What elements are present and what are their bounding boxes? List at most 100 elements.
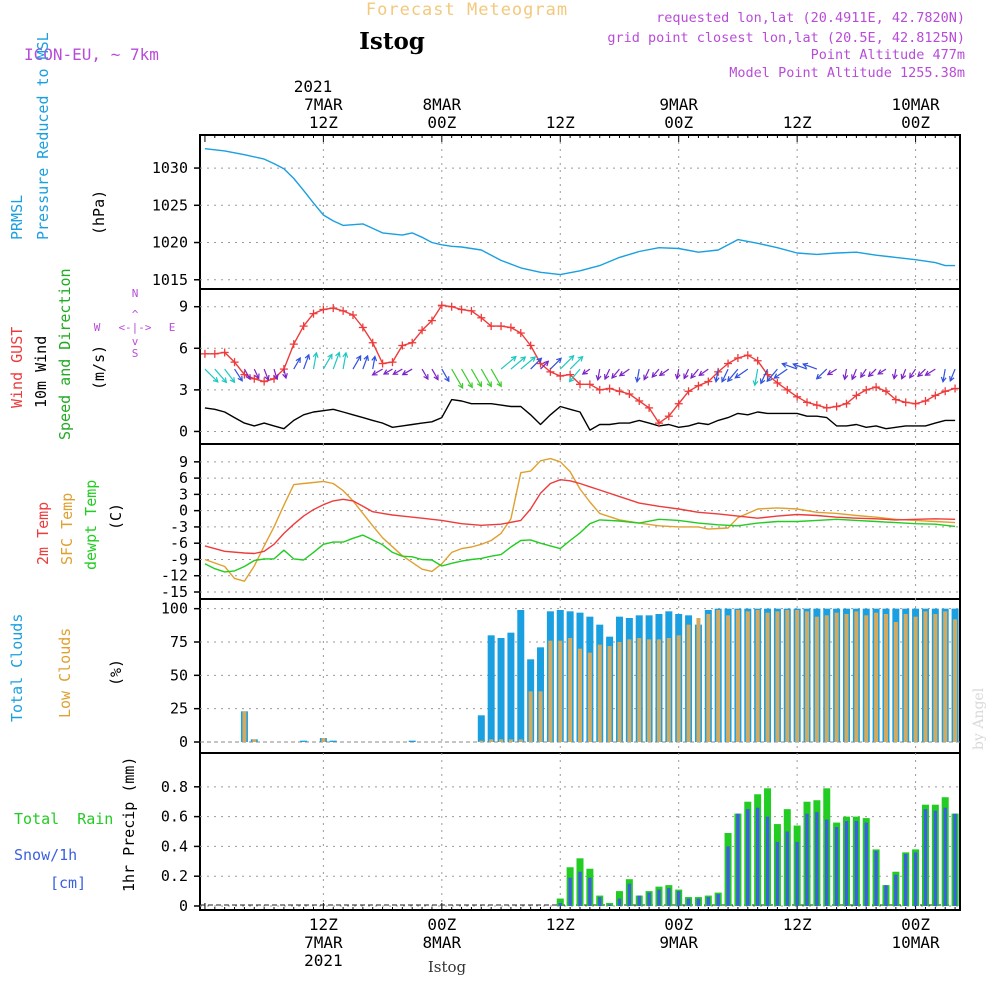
top-axis-year: 2021	[294, 77, 333, 96]
y-tick-label: 6	[179, 339, 188, 357]
low-clouds-bar	[637, 638, 642, 742]
wind-direction-arrow-head	[815, 373, 822, 380]
station-name: Istog	[359, 28, 425, 55]
wind-direction-arrow	[727, 368, 739, 382]
wind-direction-arrow	[461, 368, 473, 388]
wind-direction-arrow-head	[444, 376, 450, 383]
wind-direction-arrow-head	[335, 351, 341, 358]
wind-direction-arrow-head	[496, 381, 502, 388]
wind-direction-arrow-head	[363, 354, 369, 361]
wind-direction-arrow	[312, 352, 317, 370]
low-clouds-bar	[824, 615, 829, 742]
model-name: ICON-EU, ~ 7km	[24, 45, 159, 64]
bottom-date-label: 9MAR	[659, 933, 698, 952]
wind-direction-arrow-head	[867, 371, 874, 378]
low-clouds-bar	[864, 615, 869, 742]
wind-unit: (m/s)	[90, 345, 108, 390]
y-tick-label: -3	[170, 518, 188, 536]
y-tick-label: -9	[170, 550, 188, 568]
wind-direction-arrow	[715, 368, 719, 382]
bottom-date-label: 7MAR	[304, 933, 343, 952]
wind-direction-arrow-head	[674, 373, 681, 380]
wind-direction-arrow-head	[924, 370, 931, 376]
wind-direction-arrow-head	[486, 381, 492, 388]
low-clouds-bar	[627, 639, 632, 742]
wind-direction-arrow	[690, 368, 699, 379]
y-tick-label: -15	[161, 583, 188, 601]
y-tick-label: 1015	[152, 271, 188, 289]
low-clouds-bar	[252, 739, 257, 742]
wind-direction-arrow-head	[634, 376, 641, 383]
y-tick-label: 1020	[152, 234, 188, 252]
wind-direction-arrow	[734, 368, 749, 379]
wind-direction-arrow	[568, 368, 581, 383]
pressure-panel-frame	[199, 134, 961, 290]
snow-bar	[706, 897, 711, 906]
wind-direction-arrow-head	[581, 369, 588, 375]
y-tick-label: 9	[179, 298, 188, 316]
low-clouds-bar	[903, 614, 908, 742]
wind-direction-arrow	[342, 352, 347, 370]
snow-bar	[874, 850, 878, 906]
wind-direction-arrow	[490, 368, 502, 387]
wind-direction-arrow-head	[940, 376, 947, 383]
wind-gust-label: Wind GUST	[8, 327, 26, 408]
low-clouds-bar	[755, 610, 760, 742]
low-clouds-bar	[587, 652, 592, 742]
wind-direction-arrow	[659, 368, 670, 376]
total-clouds-bar	[329, 740, 337, 742]
low-clouds-bar	[607, 646, 612, 742]
low-clouds-bar	[518, 739, 523, 742]
low-clouds-bar	[765, 612, 770, 742]
wind-direction-arrow	[582, 368, 591, 375]
wind-direction-arrow-head	[295, 356, 301, 364]
wind-direction-arrow-head	[520, 356, 527, 362]
wind-direction-arrow	[253, 368, 260, 379]
grid-point-lonlat: grid point closest lon,lat (20.5E, 42.81…	[607, 30, 965, 46]
low-clouds-bar	[528, 691, 533, 742]
compass-n: N	[132, 287, 139, 300]
wind-direction-arrow	[500, 356, 517, 370]
wind-direction-arrow	[293, 357, 301, 370]
wind-direction-arrow	[372, 356, 376, 370]
wind-direction-arrow-head	[618, 371, 625, 377]
wind-direction-arrow	[860, 368, 867, 378]
snow-bar	[894, 874, 898, 906]
wind-direction-arrow-head	[568, 376, 575, 383]
wind-direction-arrow-head	[949, 375, 955, 383]
low-clouds-bar	[538, 691, 543, 742]
wind-direction-arrow-head	[245, 374, 251, 381]
top-date-label: 8MAR	[423, 95, 462, 114]
snow-bar	[933, 810, 938, 906]
bottom-hour-label: 00Z	[427, 915, 456, 934]
wind-direction-arrow-head	[273, 373, 279, 381]
temp-sfc-label: SFC Temp	[58, 493, 76, 565]
wind-direction-arrow-head	[909, 372, 915, 379]
wind-direction-arrow	[643, 368, 650, 380]
wind-direction-arrow	[352, 355, 362, 370]
wind-direction-arrow	[383, 368, 393, 375]
precip-rain-label: Total Rain	[14, 810, 113, 828]
snow-bar	[815, 812, 819, 906]
wind-direction-arrow-head	[802, 362, 809, 369]
2m-temp-line	[204, 479, 956, 555]
wind-direction-arrow-head	[568, 354, 575, 361]
wind-direction-arrow-head	[826, 369, 833, 376]
wind-direction-arrow	[234, 368, 243, 382]
snow-bar	[696, 898, 701, 906]
clouds-unit: (%)	[107, 659, 125, 686]
wind-direction-arrow	[393, 368, 403, 375]
wind-direction-arrow-head	[467, 382, 473, 389]
top-date-label: 10MAR	[891, 95, 940, 114]
top-date-label: 9MAR	[659, 95, 698, 114]
snow-bar	[588, 877, 592, 906]
wind-direction-arrow-head	[734, 373, 741, 379]
snow-bar	[923, 809, 928, 906]
bottom-date-label: 10MAR	[891, 933, 940, 952]
point-altitude: Point Altitude 477m	[811, 47, 965, 63]
bottom-hour-label: 12Z	[546, 915, 575, 934]
compass-arrows-v2: v	[132, 335, 139, 348]
low-clouds-bar	[706, 614, 711, 742]
